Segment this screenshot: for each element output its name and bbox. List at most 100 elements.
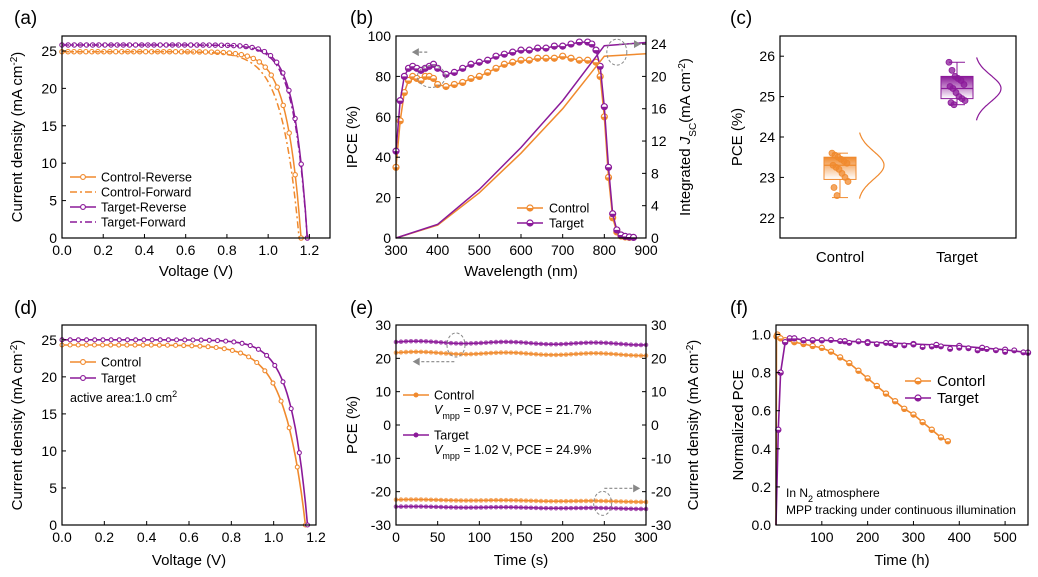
e-point xyxy=(533,505,539,511)
e-point xyxy=(633,353,639,358)
d-ylabel: Current density (mA cm-2) xyxy=(9,340,27,511)
a-point xyxy=(273,59,280,66)
e-point xyxy=(593,505,599,511)
e-point xyxy=(498,504,504,510)
a-series-3 xyxy=(62,44,309,239)
e-point xyxy=(568,341,574,346)
e-point xyxy=(438,504,444,510)
a-point xyxy=(238,51,245,58)
panel-f-label: (f) xyxy=(730,298,748,319)
d-point xyxy=(116,337,122,343)
b-legend-label: Control xyxy=(549,202,589,216)
d-point xyxy=(92,337,98,343)
b-xtick-label: 300 xyxy=(384,242,408,258)
a-ylabel-part: Current density (mA cm xyxy=(9,66,26,223)
f-ytick-label: 0.4 xyxy=(752,441,772,457)
d-point xyxy=(148,342,154,348)
b-ipce-point-fill xyxy=(430,78,437,82)
d-point xyxy=(239,340,245,346)
a-legend-label: Target-Reverse xyxy=(101,201,186,215)
d-point xyxy=(173,342,179,348)
e-point xyxy=(623,342,629,347)
e-point xyxy=(618,341,624,347)
e-point xyxy=(418,504,424,509)
e-point xyxy=(503,497,509,503)
f-point-fill xyxy=(933,345,939,348)
e-point xyxy=(458,498,464,503)
a-legend-marker xyxy=(80,204,86,210)
a-legend-marker xyxy=(80,174,86,180)
e-point xyxy=(413,338,419,344)
e-ylabel-part: PCE (%) xyxy=(344,396,361,454)
f-point-fill xyxy=(855,370,862,374)
b-ipce-point-fill xyxy=(518,50,524,54)
b-ylabel: IPCE (%) xyxy=(344,106,361,169)
b-ipce-point-fill xyxy=(568,44,574,48)
e-xtick-label: 0 xyxy=(392,529,400,545)
f-point-fill xyxy=(929,429,935,433)
d-ytick-label: 5 xyxy=(49,480,57,496)
e-point xyxy=(463,351,469,357)
d-active-area-note: active area:1.0 cm2 xyxy=(70,389,177,405)
d-point xyxy=(206,337,212,343)
a-point xyxy=(286,130,292,136)
e-point xyxy=(438,350,444,356)
e-point xyxy=(623,352,629,358)
e-point xyxy=(493,339,499,345)
e-point xyxy=(408,338,414,344)
e-point xyxy=(633,499,639,505)
e-point xyxy=(428,339,434,344)
c-point xyxy=(844,178,852,185)
e-ytick-label: 10 xyxy=(375,384,391,400)
b-legend-label: Target xyxy=(549,217,584,231)
a-point xyxy=(232,50,239,57)
f-point-fill xyxy=(837,341,843,344)
f-point-fill xyxy=(800,340,807,343)
d-point xyxy=(198,337,204,343)
e-detail-text: = 1.02 V, PCE = 24.9% xyxy=(460,443,592,457)
a-point xyxy=(244,53,251,59)
f-point-fill xyxy=(1002,351,1008,355)
d-point xyxy=(67,342,73,348)
e-ytick-label: -10 xyxy=(371,450,391,466)
e-point xyxy=(418,497,424,502)
e-point xyxy=(608,340,614,346)
panel-a: (a) 0.0 0.2 0.4 0.6 0.8 1.0 1.2 0 5 10 15 20 25 Voltag… xyxy=(9,8,331,280)
f-point-fill xyxy=(800,344,807,347)
e-current-arrow-head xyxy=(633,484,641,493)
b-ipce-point-fill xyxy=(434,68,441,72)
e-y2tick-label: -10 xyxy=(651,450,671,466)
d-point xyxy=(223,338,229,344)
e-point xyxy=(423,339,429,344)
d-point xyxy=(132,342,138,348)
f-point-fill xyxy=(883,342,889,346)
e-point xyxy=(548,505,554,511)
b-xtick-label: 600 xyxy=(509,242,533,258)
d-point xyxy=(294,464,300,470)
e-point xyxy=(588,498,594,504)
d-point xyxy=(221,346,227,352)
b-ipce-point-fill xyxy=(609,213,616,217)
d-note-main: active area:1.0 cm xyxy=(70,391,172,405)
f-point-fill xyxy=(911,344,916,347)
d-point xyxy=(272,362,278,368)
e-ytick-label: 30 xyxy=(375,317,391,333)
e-point xyxy=(533,351,539,357)
f-xtick-label: 200 xyxy=(856,529,880,545)
e-point xyxy=(638,353,644,358)
e-point xyxy=(413,349,419,355)
f-point-fill xyxy=(892,401,898,404)
b-ipce-point-fill xyxy=(551,46,558,50)
e-point xyxy=(548,341,554,347)
e-point xyxy=(593,498,599,504)
a-ytick-label: 25 xyxy=(41,43,57,59)
d-point xyxy=(247,343,253,349)
panel-c-label: (c) xyxy=(730,8,752,29)
b-y2tick-label: 16 xyxy=(651,101,667,117)
f-ytick-label: 0.0 xyxy=(752,517,772,533)
b-ytick-label: 20 xyxy=(375,190,391,206)
e-xtick-label: 300 xyxy=(634,529,658,545)
e-xtick-label: 250 xyxy=(593,529,617,545)
f-point-fill xyxy=(966,348,971,351)
